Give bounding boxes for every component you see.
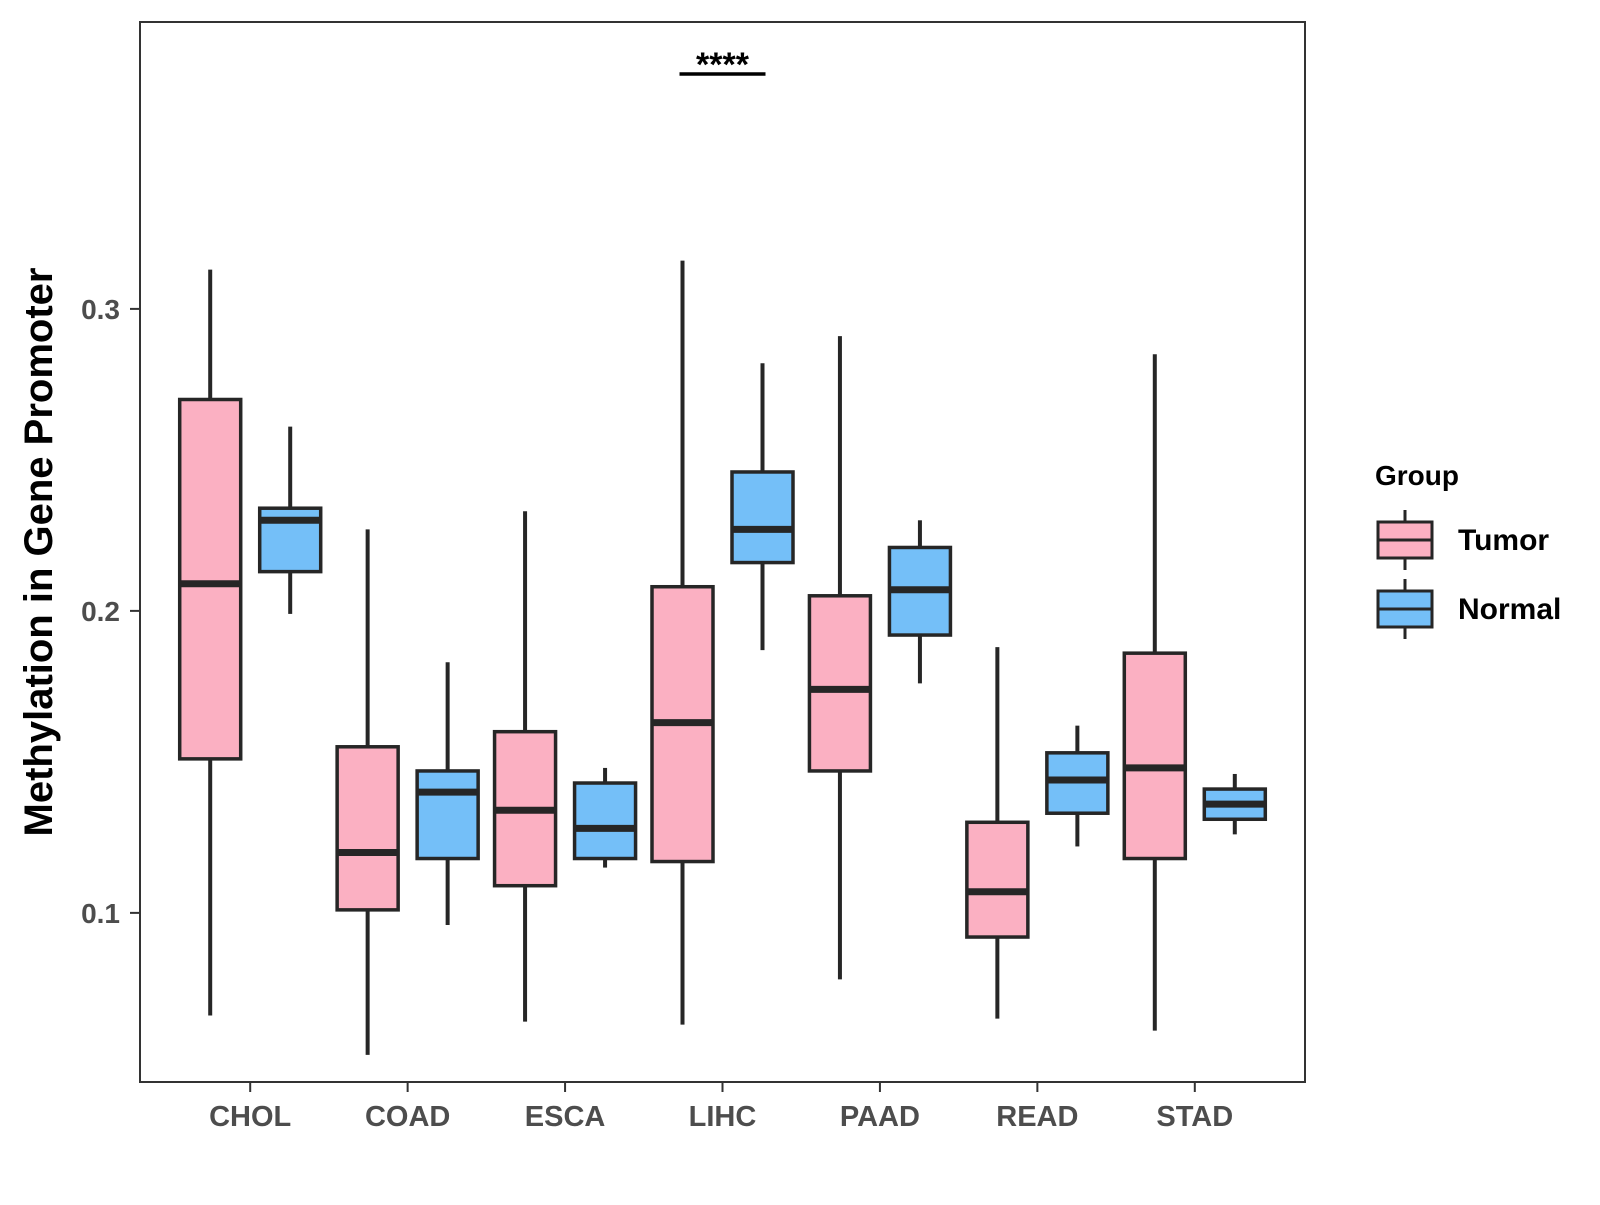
box-tumor-coad: [335, 529, 400, 1055]
significance-label: ****: [696, 46, 750, 84]
box-normal-read: [1045, 725, 1110, 847]
x-tick-label: STAD: [1156, 1101, 1233, 1133]
x-tick-label: ESCA: [525, 1101, 606, 1133]
box-tumor-read: [965, 647, 1030, 1019]
box-tumor-chol: [177, 269, 243, 1016]
x-tick-label: COAD: [365, 1101, 450, 1133]
box-iqr: [415, 769, 480, 861]
axes-layer: 0.1 0.2 0.3 CHOL COAD ESCA LIHC PAAD READ STAD: [81, 294, 1233, 1133]
legend: Group Tumor Normal: [1375, 460, 1561, 639]
box-normal-esca: [572, 767, 638, 868]
x-tick-label: LIHC: [689, 1101, 757, 1133]
box-normal-chol: [257, 426, 323, 614]
boxes-layer: [177, 260, 1268, 1055]
box-tumor-stad: [1122, 354, 1188, 1031]
y-tick-label: 0.1: [81, 898, 120, 929]
box-iqr: [730, 470, 795, 565]
box-iqr: [807, 594, 873, 773]
y-tick-label: 0.3: [81, 294, 120, 325]
x-tick-label: READ: [996, 1101, 1078, 1133]
box-normal-lihc: [730, 363, 795, 651]
legend-item-label: Tumor: [1458, 524, 1549, 557]
legend-title: Group: [1375, 460, 1459, 491]
plot-panel: [139, 21, 1306, 1083]
x-tick-label: CHOL: [209, 1101, 291, 1133]
box-normal-stad: [1202, 773, 1268, 835]
box-tumor-lihc: [650, 260, 715, 1025]
x-tick-label: PAAD: [840, 1101, 920, 1133]
box-normal-paad: [887, 520, 953, 684]
legend-item-label: Normal: [1458, 593, 1561, 626]
legend-items: Tumor Normal: [1376, 510, 1561, 639]
box-iqr: [177, 397, 243, 761]
box-normal-coad: [415, 662, 480, 925]
legend-item-normal: Normal: [1376, 579, 1561, 639]
annotation-layer: ****: [679, 46, 766, 84]
y-axis-label: Methylation in Gene Promoter: [17, 268, 61, 837]
box-tumor-paad: [807, 336, 873, 980]
y-tick-label: 0.2: [81, 596, 120, 627]
box-iqr: [965, 820, 1030, 939]
box-iqr: [572, 781, 638, 861]
box-tumor-esca: [492, 511, 558, 1022]
legend-item-tumor: Tumor: [1376, 510, 1549, 570]
box-iqr: [335, 745, 400, 912]
box-iqr: [1122, 651, 1188, 861]
